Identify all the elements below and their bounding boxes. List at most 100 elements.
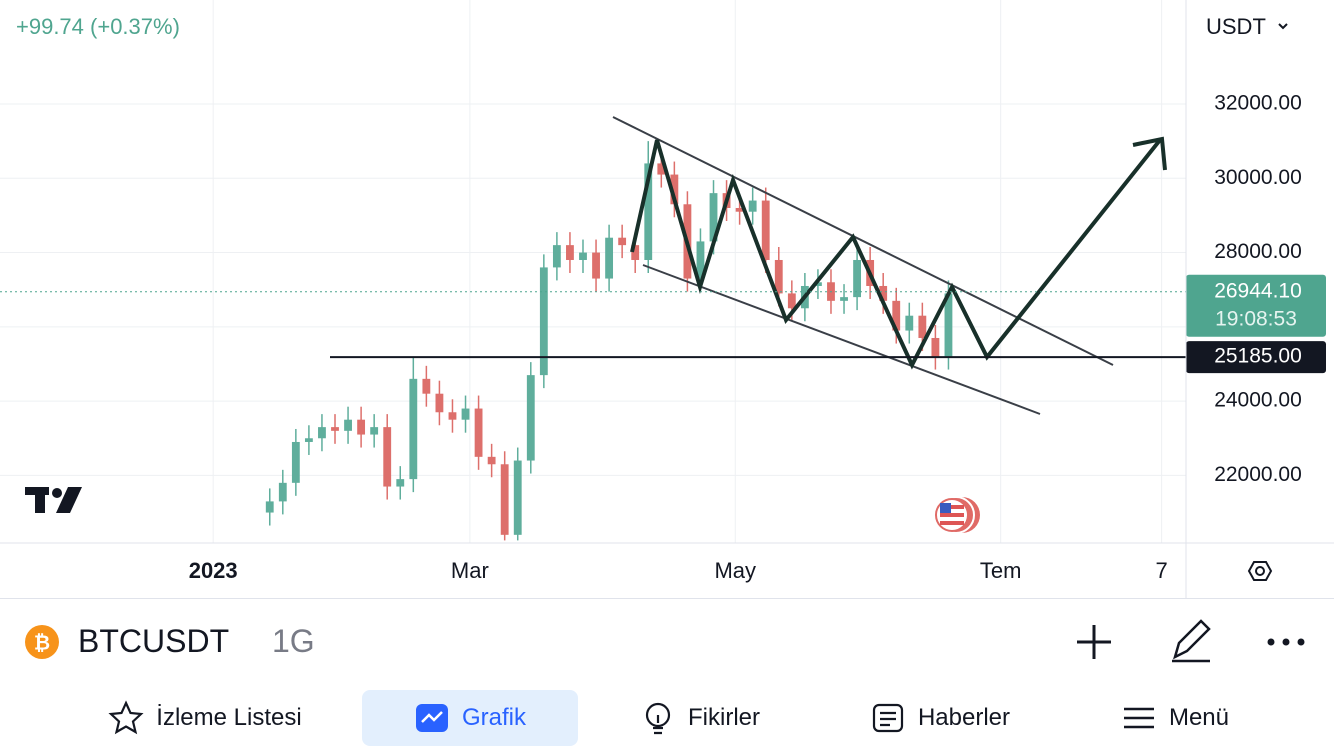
candle-body xyxy=(670,174,679,205)
y-tick-label: 30000.00 xyxy=(1214,166,1302,189)
candle-body xyxy=(618,237,627,246)
y-tick-label: 24000.00 xyxy=(1214,389,1302,412)
chart: 22000.0024000.0026000.0028000.0030000.00… xyxy=(0,0,1334,598)
candle-body xyxy=(657,163,666,175)
candle-body xyxy=(396,479,405,487)
candle-body xyxy=(944,293,953,357)
candle-body xyxy=(931,337,940,357)
toolbar: ₿ BTCUSDT 1G xyxy=(0,598,1334,689)
candle-body xyxy=(500,464,509,535)
more-dot[interactable] xyxy=(1297,638,1305,646)
btc-symbol-icon: ₿ xyxy=(34,632,50,654)
candle-body xyxy=(905,315,914,331)
nav-menu[interactable]: Menü xyxy=(1105,690,1245,746)
y-tick-label: 32000.00 xyxy=(1214,92,1302,115)
y-tick-label: 28000.00 xyxy=(1214,240,1302,263)
candle-body xyxy=(552,245,561,268)
last-price-label: 26944.10 xyxy=(1214,279,1302,302)
candle-body xyxy=(631,245,640,260)
x-tick-label: Mar xyxy=(451,558,489,583)
dropdown-icon xyxy=(1278,23,1288,30)
bottom-nav: İzleme Listesi Grafik Fikirler Haberler … xyxy=(0,688,1334,750)
level-label: 25185.00 xyxy=(1214,345,1302,368)
menu-icon xyxy=(1123,707,1154,729)
candle-body xyxy=(526,375,535,461)
x-tick-label: 7 xyxy=(1156,558,1168,583)
nav-label: Grafik xyxy=(461,704,526,731)
channel-top xyxy=(612,116,1114,366)
countdown-label: 19:08:53 xyxy=(1215,307,1297,330)
candle-body xyxy=(774,259,783,294)
nav-chart[interactable]: Grafik xyxy=(362,690,578,746)
candle-body xyxy=(892,300,901,331)
nav-news[interactable]: Haberler xyxy=(850,690,1030,746)
candle-body xyxy=(761,200,770,260)
candle-body xyxy=(644,163,653,260)
candle-body xyxy=(304,438,313,442)
candle-body xyxy=(918,315,927,338)
nav-label: İzleme Listesi xyxy=(156,704,302,731)
news-icon xyxy=(872,703,904,733)
symbol[interactable]: BTCUSDT xyxy=(78,623,230,659)
candle-body xyxy=(265,501,274,513)
candle-body xyxy=(735,207,744,212)
flag-icon[interactable] xyxy=(935,496,980,534)
interval[interactable]: 1G xyxy=(272,623,315,659)
more-dot[interactable] xyxy=(1282,638,1290,646)
candle-body xyxy=(840,297,848,301)
last-price-box xyxy=(1186,274,1326,337)
x-tick-label: Tem xyxy=(980,558,1022,583)
nav-ideas[interactable]: Fikirler xyxy=(620,690,780,746)
btc-icon xyxy=(25,625,59,659)
candle-body xyxy=(579,252,587,260)
candle-body xyxy=(787,293,796,309)
candle-body xyxy=(435,393,444,413)
candle-body xyxy=(879,285,888,301)
nav-label: Menü xyxy=(1168,704,1230,731)
candle-body xyxy=(474,408,483,457)
candle-body xyxy=(370,427,379,435)
candle-body xyxy=(539,267,548,376)
change-text: +99.74 (+0.37%) xyxy=(16,14,180,39)
candle-body xyxy=(487,456,496,465)
candle-body xyxy=(748,200,757,212)
level-box xyxy=(1186,341,1326,374)
candle-body xyxy=(357,419,366,435)
nav-label: Fikirler xyxy=(688,704,760,731)
toolbar-icons: ₿ xyxy=(25,619,1305,663)
nav-watchlist[interactable]: İzleme Listesi xyxy=(80,690,330,746)
channel-bottom xyxy=(642,264,1041,415)
candle-body xyxy=(448,412,457,420)
candle-body xyxy=(318,427,326,439)
candle-body xyxy=(709,193,718,242)
candle-body xyxy=(461,408,470,420)
candle-body xyxy=(513,460,522,535)
candle-body xyxy=(291,441,300,483)
candle-body xyxy=(278,482,287,502)
x-tick-label: 2023 xyxy=(189,558,238,583)
y-tick-label: 22000.00 xyxy=(1214,463,1302,486)
candle-body xyxy=(696,241,705,279)
more-dot[interactable] xyxy=(1267,638,1275,646)
drawings xyxy=(612,116,1167,415)
zigzag-path xyxy=(630,138,1162,370)
nav-label: Haberler xyxy=(917,704,1011,731)
x-tick-label: May xyxy=(714,558,756,583)
star-icon xyxy=(108,700,144,735)
candle-body xyxy=(592,252,600,279)
bulb-icon xyxy=(645,702,671,735)
candle-body xyxy=(605,237,614,279)
candle-body xyxy=(422,378,431,394)
chart-icon xyxy=(415,704,448,732)
tv-logo xyxy=(25,487,82,513)
candle-body xyxy=(409,378,418,480)
add-icon[interactable] xyxy=(1077,625,1111,659)
candle-body xyxy=(383,427,392,487)
candle-body xyxy=(331,427,339,431)
settings-dot xyxy=(1255,566,1265,576)
draw-icon[interactable] xyxy=(1172,619,1211,663)
candle-body xyxy=(814,282,822,286)
settings-icon[interactable] xyxy=(1247,561,1273,581)
currency-select[interactable]: USDT xyxy=(1206,14,1266,39)
